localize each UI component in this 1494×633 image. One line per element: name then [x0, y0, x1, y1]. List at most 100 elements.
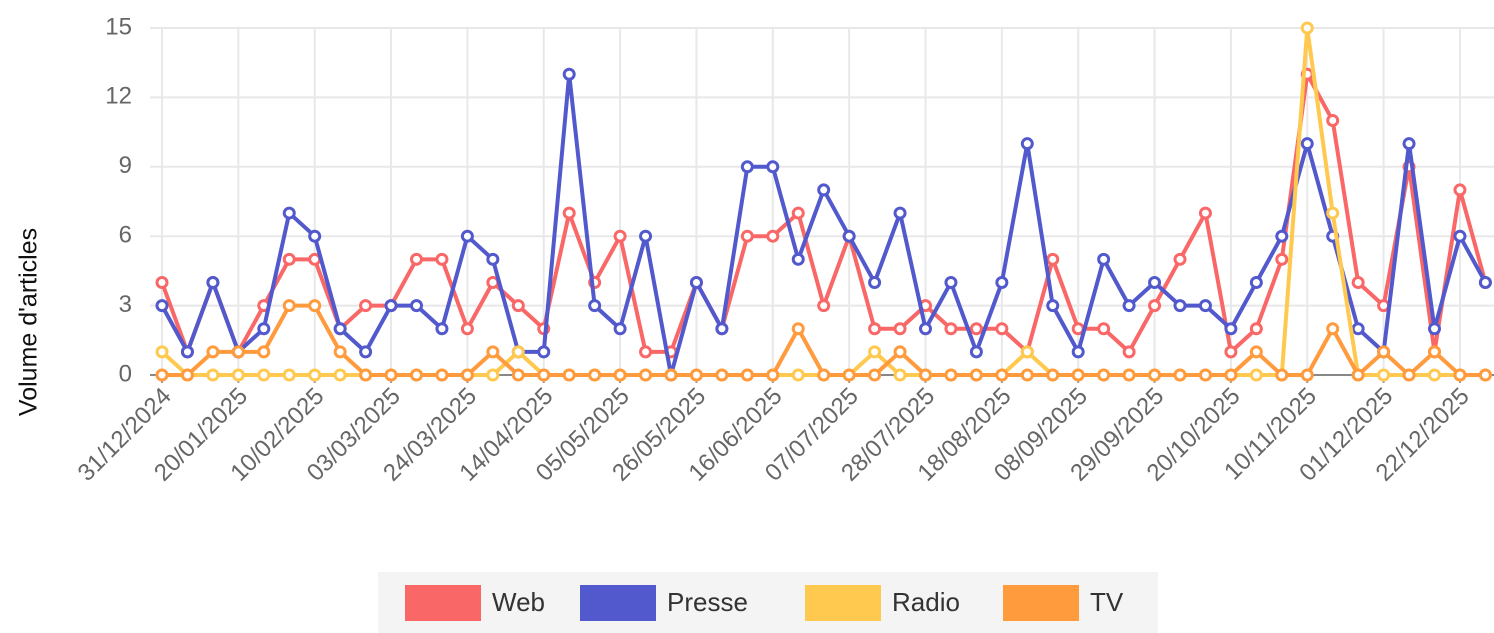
point — [1402, 368, 1416, 382]
point — [766, 160, 780, 174]
y-tick-label: 15 — [105, 13, 132, 40]
point — [1249, 322, 1263, 336]
point — [562, 67, 576, 81]
point — [562, 368, 576, 382]
legend-swatch — [405, 585, 481, 621]
point — [1071, 345, 1085, 359]
point — [1275, 252, 1289, 266]
point — [1351, 368, 1365, 382]
point — [944, 322, 958, 336]
series-line — [160, 26, 1486, 377]
point — [868, 345, 882, 359]
point — [1428, 345, 1441, 359]
legend-swatch — [805, 585, 881, 621]
point — [1198, 368, 1212, 382]
point — [791, 322, 805, 336]
legend-swatch — [580, 585, 656, 621]
point — [1173, 299, 1187, 313]
point — [282, 368, 296, 382]
point — [486, 252, 500, 266]
point — [231, 345, 245, 359]
point — [689, 368, 703, 382]
point — [1148, 368, 1162, 382]
point — [206, 345, 220, 359]
point — [333, 345, 347, 359]
point — [1122, 299, 1136, 313]
point — [1198, 299, 1212, 313]
point — [791, 206, 805, 220]
legend-label: Radio — [892, 587, 960, 617]
point — [893, 206, 907, 220]
legend-swatch — [1003, 585, 1079, 621]
y-tick-label: 6 — [119, 222, 132, 249]
point — [1300, 137, 1314, 151]
point — [1249, 368, 1263, 382]
point — [1173, 252, 1187, 266]
point — [410, 368, 423, 382]
point — [1249, 345, 1263, 359]
point — [1300, 368, 1314, 382]
point — [410, 299, 423, 313]
point — [282, 299, 296, 313]
point — [460, 368, 474, 382]
point — [435, 252, 449, 266]
point — [1097, 368, 1111, 382]
point — [613, 368, 627, 382]
point — [359, 368, 373, 382]
point — [1020, 137, 1034, 151]
point — [1198, 206, 1212, 220]
point — [919, 368, 932, 382]
point — [740, 229, 754, 243]
point — [1351, 322, 1365, 336]
point — [1020, 368, 1034, 382]
point — [1071, 368, 1085, 382]
point — [995, 275, 1009, 289]
point — [206, 368, 220, 382]
point — [1122, 345, 1136, 359]
point — [740, 368, 754, 382]
point — [1148, 299, 1162, 313]
point — [1300, 21, 1314, 35]
point — [1402, 137, 1416, 151]
legend-label: Presse — [667, 587, 748, 617]
point — [893, 345, 907, 359]
point — [410, 252, 423, 266]
point — [1046, 252, 1060, 266]
y-tick-label: 12 — [105, 83, 132, 110]
point — [1453, 183, 1467, 197]
point — [537, 368, 551, 382]
point — [995, 368, 1009, 382]
point — [180, 345, 194, 359]
point — [562, 206, 576, 220]
point — [384, 299, 398, 313]
point — [868, 322, 882, 336]
point — [689, 275, 703, 289]
point — [842, 368, 856, 382]
point — [893, 368, 907, 382]
point — [486, 368, 500, 382]
point — [969, 345, 983, 359]
point — [1326, 322, 1340, 336]
point — [257, 345, 271, 359]
y-axis-label: Volume d'articles — [15, 228, 43, 416]
point — [588, 299, 602, 313]
point — [384, 368, 398, 382]
point — [460, 229, 474, 243]
point — [435, 322, 449, 336]
point — [511, 368, 525, 382]
point — [817, 299, 831, 313]
point — [1224, 322, 1238, 336]
point — [919, 322, 932, 336]
point — [460, 322, 474, 336]
point — [1275, 368, 1289, 382]
point — [944, 275, 958, 289]
point — [1326, 114, 1340, 128]
point — [1224, 368, 1238, 382]
point — [359, 299, 373, 313]
point — [639, 368, 653, 382]
point — [1249, 275, 1263, 289]
point — [155, 345, 169, 359]
point — [715, 322, 729, 336]
point — [333, 322, 347, 336]
